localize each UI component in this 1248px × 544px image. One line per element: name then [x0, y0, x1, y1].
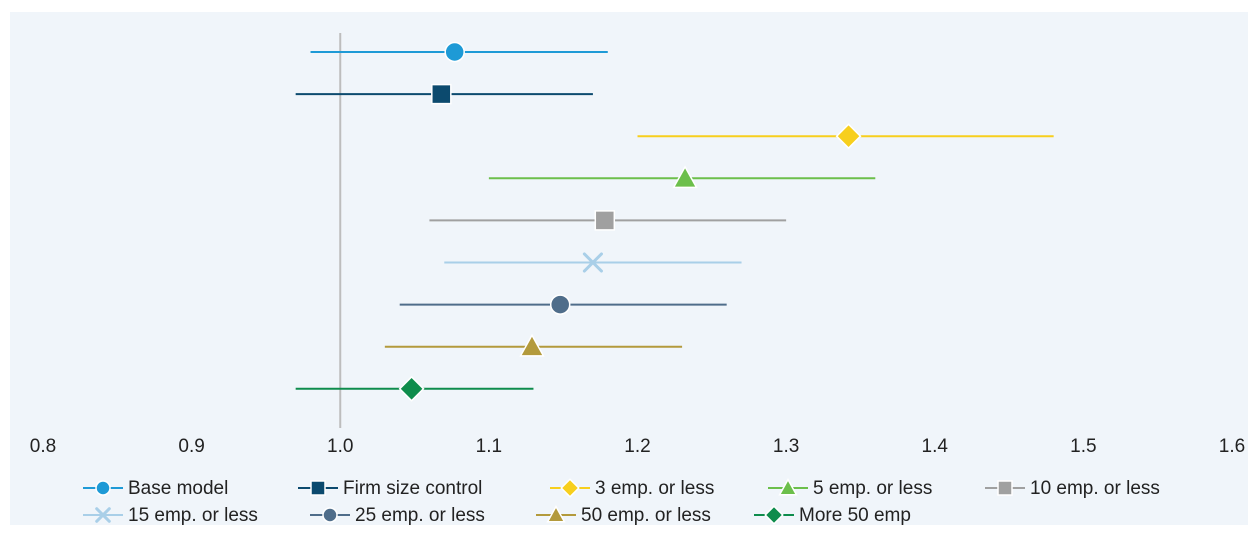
x-tick-label: 1.0: [327, 436, 353, 457]
point-estimate: [444, 41, 465, 63]
x-tick-label: 1.1: [476, 436, 502, 457]
legend-label: Firm size control: [343, 478, 482, 499]
point-estimate: [549, 294, 571, 315]
legend-swatch-marker: [322, 507, 338, 523]
x-tick-label: 1.4: [922, 436, 949, 457]
point-estimate: [431, 83, 452, 105]
x-tick-label: 0.9: [178, 436, 204, 457]
legend: Base model Firm size control 3 emp. or les…: [83, 478, 1160, 526]
legend-item: 50 emp. or less: [536, 505, 711, 526]
x-tick-label: 1.6: [1219, 436, 1245, 457]
legend-label: 10 emp. or less: [1030, 478, 1160, 499]
legend-label: 3 emp. or less: [595, 478, 714, 499]
plot-background: [10, 12, 1248, 525]
x-tick-label: 0.8: [30, 436, 56, 457]
legend-item: 25 emp. or less: [310, 505, 485, 526]
legend-item: Base model: [83, 478, 228, 499]
series-row: [429, 210, 787, 231]
legend-label: Base model: [128, 478, 228, 499]
legend-item: Firm size control: [298, 478, 482, 499]
legend-label: 15 emp. or less: [128, 505, 258, 526]
legend-item: 5 emp. or less: [768, 478, 932, 499]
legend-swatch-marker: [310, 480, 326, 496]
legend-swatch-marker: [546, 505, 566, 523]
legend-label: More 50 emp: [799, 505, 911, 526]
x-tick-label: 1.5: [1070, 436, 1096, 457]
series-row: [637, 123, 1054, 150]
legend-item: 3 emp. or less: [550, 478, 714, 499]
series-layer: [295, 41, 1054, 402]
series-row: [310, 41, 608, 63]
series-row: [444, 252, 742, 273]
legend-item: More 50 emp: [754, 505, 911, 526]
point-estimate: [519, 333, 545, 357]
legend-item: 10 emp. or less: [985, 478, 1160, 499]
legend-swatch-marker: [95, 480, 111, 496]
series-row: [295, 375, 534, 402]
point-estimate: [835, 123, 862, 150]
series-row: [384, 333, 683, 357]
legend-swatch-marker: [95, 507, 111, 523]
x-axis: 0.8 0.9 1.0 1.1 1.2 1.3 1.4 1.5 1.6: [30, 436, 1245, 457]
legend-item: 15 emp. or less: [83, 505, 258, 526]
legend-swatch-marker: [997, 480, 1013, 496]
series-row: [295, 83, 593, 105]
point-estimate: [594, 210, 616, 231]
legend-label: 5 emp. or less: [813, 478, 932, 499]
legend-swatch-marker: [778, 478, 798, 496]
point-estimate: [398, 375, 425, 402]
series-row: [399, 294, 727, 315]
legend-swatch-marker: [560, 478, 580, 498]
point-estimate: [582, 252, 603, 273]
point-estimate: [672, 165, 698, 189]
series-row: [488, 165, 876, 189]
legend-swatch-marker: [764, 505, 784, 525]
legend-label: 50 emp. or less: [581, 505, 711, 526]
legend-label: 25 emp. or less: [355, 505, 485, 526]
x-tick-label: 1.3: [773, 436, 799, 457]
x-tick-label: 1.2: [624, 436, 650, 457]
